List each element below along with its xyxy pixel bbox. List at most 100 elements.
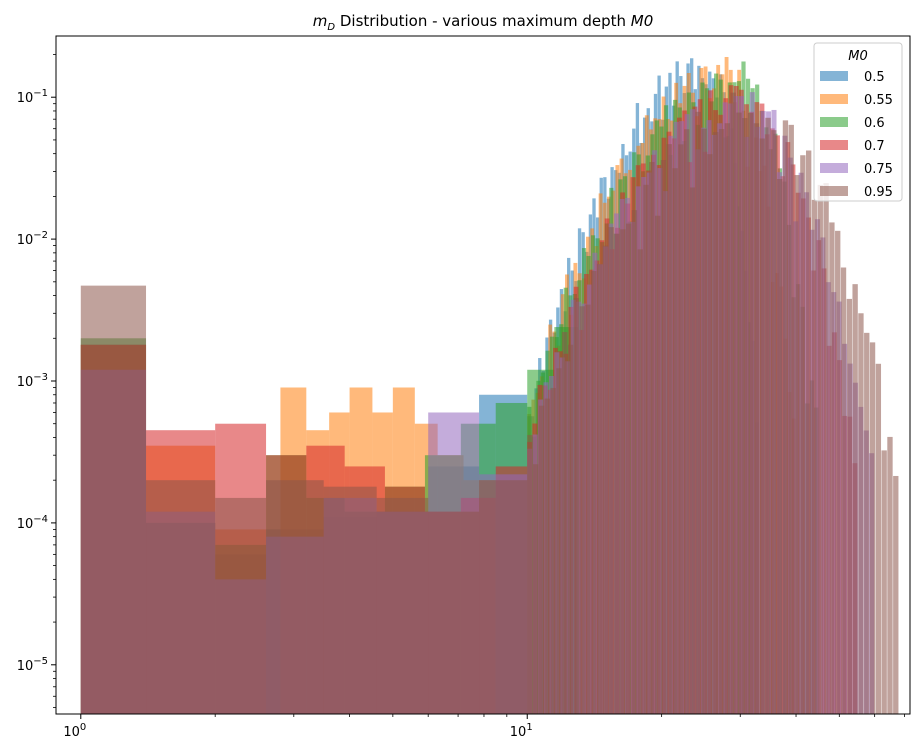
- histogram-bar: [625, 223, 632, 714]
- histogram-bar: [823, 183, 829, 714]
- legend-label: 0.55: [864, 93, 893, 108]
- histogram-bar: [881, 450, 887, 714]
- histogram-bar: [573, 298, 580, 714]
- histogram-bar: [479, 480, 528, 714]
- histogram-bar: [875, 363, 882, 714]
- histogram-bar: [893, 475, 899, 714]
- histogram-bar: [80, 285, 147, 714]
- histogram-bar: [596, 264, 603, 714]
- histogram-bar: [620, 229, 626, 714]
- y-tick-base: 10: [17, 233, 34, 248]
- title-var: M0: [631, 12, 654, 30]
- histogram-bar: [538, 405, 545, 714]
- chart-title: mD Distribution - various maximum depth …: [313, 12, 654, 33]
- histogram-bar: [776, 179, 783, 714]
- legend-label: 0.5: [864, 70, 885, 85]
- legend: M0 0.5 0.55 0.6 0.7 0.75 0.95: [813, 42, 903, 202]
- histogram-bar: [614, 233, 620, 714]
- histogram-bar: [585, 304, 591, 714]
- y-tick-exp: −5: [33, 656, 48, 667]
- histogram-bar: [814, 219, 820, 714]
- y-tick-exp: −2: [33, 230, 48, 241]
- histogram-bar: [672, 168, 678, 714]
- histogram-bar: [753, 123, 760, 714]
- histogram-bar: [608, 227, 614, 714]
- histogram-bar: [864, 332, 870, 714]
- y-tick-base: 10: [17, 659, 34, 674]
- histogram-bar: [556, 368, 562, 714]
- y-tick-label: 10−1: [17, 88, 48, 106]
- x-tick-base: 10: [510, 725, 527, 740]
- title-sub: D: [327, 22, 335, 33]
- histogram-bar: [652, 150, 658, 714]
- histogram-bar: [550, 387, 556, 714]
- plot-frame: [55, 35, 911, 715]
- x-tick-base: 10: [63, 725, 80, 740]
- title-rest: Distribution - various maximum depth: [335, 12, 631, 30]
- y-tick-base: 10: [17, 91, 34, 106]
- histogram-bar: [811, 199, 818, 714]
- legend-label: 0.95: [864, 185, 893, 200]
- y-tick-exp: −3: [33, 372, 48, 383]
- legend-swatch: [820, 140, 848, 150]
- title-main: m: [313, 12, 328, 30]
- legend-swatch: [820, 71, 848, 81]
- legend-swatch: [820, 186, 848, 196]
- histogram-bar: [695, 111, 701, 714]
- histogram-bar: [215, 497, 267, 714]
- histogram-bar: [687, 162, 693, 714]
- histogram-bar: [562, 332, 568, 714]
- legend-label: 0.7: [864, 139, 885, 154]
- histogram-bar: [887, 436, 893, 714]
- histogram-bar: [646, 172, 652, 714]
- histogram-bar: [631, 210, 638, 714]
- y-axis: 10−110−210−310−410−5: [17, 54, 56, 708]
- histogram-bar: [684, 129, 690, 714]
- histogram-bar: [730, 92, 736, 714]
- histogram-bar: [724, 123, 731, 714]
- legend-swatch: [820, 94, 848, 104]
- legend-swatch: [820, 117, 848, 127]
- histogram-bar: [146, 480, 216, 714]
- y-tick-base: 10: [17, 375, 34, 390]
- histogram-bar: [736, 112, 742, 714]
- legend-box: [813, 42, 903, 202]
- histogram-bar: [666, 144, 672, 714]
- histogram-bar: [829, 222, 835, 714]
- histogram-bar: [805, 150, 812, 714]
- legend-title: M0: [848, 49, 868, 64]
- histogram-bar: [794, 175, 800, 714]
- histogram-bar: [565, 361, 571, 714]
- histogram-bar: [544, 398, 551, 714]
- legend-label: 0.75: [864, 162, 893, 177]
- histogram-bar: [707, 154, 713, 714]
- y-tick-exp: −1: [33, 88, 48, 99]
- histogram-bar: [852, 284, 858, 714]
- histogram-bar: [846, 298, 852, 714]
- histogram-bar: [701, 128, 707, 714]
- histogram-bar: [266, 480, 324, 714]
- histogram-bar: [869, 342, 876, 714]
- y-tick-label: 10−2: [17, 230, 48, 248]
- histogram-bar: [678, 144, 684, 714]
- histogram-bar: [771, 130, 777, 714]
- histogram-bar: [527, 434, 533, 714]
- histogram-bar: [602, 245, 609, 714]
- histogram-bar: [858, 313, 864, 714]
- series-0.95-bars: [80, 92, 899, 714]
- y-tick-base: 10: [17, 517, 34, 532]
- legend-label: 0.6: [864, 116, 885, 131]
- histogram-bar: [579, 306, 585, 714]
- legend-swatch: [820, 163, 848, 173]
- histogram-bar: [713, 132, 719, 714]
- histogram-bar: [835, 230, 841, 714]
- histogram-bar: [591, 270, 597, 714]
- x-tick-exp: 0: [80, 722, 86, 733]
- x-tick-label: 101: [510, 722, 533, 740]
- histogram-bar: [840, 267, 847, 714]
- histogram-bar: [323, 486, 377, 714]
- histogram-bar: [759, 138, 765, 714]
- histogram-bar: [567, 344, 574, 714]
- histogram-bar: [689, 187, 696, 714]
